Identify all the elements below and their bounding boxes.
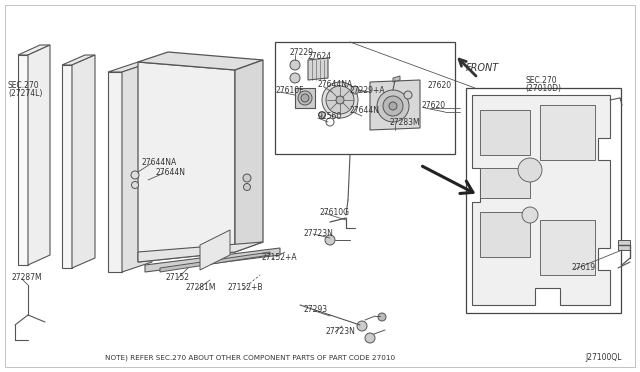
Text: 27620: 27620 [428,80,452,90]
Text: 27152+B: 27152+B [228,283,264,292]
Bar [480,110,530,155]
Text: 27287M: 27287M [12,273,43,282]
Circle shape [336,96,344,104]
Circle shape [383,96,403,116]
Text: 27644NA: 27644NA [318,80,353,89]
Circle shape [518,158,542,182]
Polygon shape [62,55,95,65]
Bar [540,220,595,275]
Circle shape [357,321,367,331]
Polygon shape [145,248,280,272]
Polygon shape [235,60,263,252]
Text: 27620: 27620 [422,100,446,109]
Text: 27152: 27152 [165,273,189,282]
Circle shape [290,60,300,70]
Bar [480,212,530,257]
Text: 27723N: 27723N [325,327,355,337]
Polygon shape [108,72,122,272]
Circle shape [326,118,334,126]
Polygon shape [308,58,328,80]
Polygon shape [28,45,50,265]
Text: J27100QL: J27100QL [585,353,621,362]
Circle shape [131,182,138,189]
Text: 27619: 27619 [572,263,596,273]
Circle shape [378,313,386,321]
Bar [275,42,455,154]
Circle shape [243,183,250,190]
Text: 27229+A: 27229+A [350,86,386,94]
Text: 27293: 27293 [304,305,328,314]
Polygon shape [18,45,50,55]
Text: 27644N: 27644N [155,167,185,176]
Text: 27610F: 27610F [275,86,303,94]
Text: 27281M: 27281M [185,283,216,292]
Text: SEC.270: SEC.270 [8,80,40,90]
Text: FRONT: FRONT [466,63,499,73]
Text: 27624: 27624 [308,51,332,61]
Text: NOTE) REFER SEC.270 ABOUT OTHER COMPONENT PARTS OF PART CODE 27010: NOTE) REFER SEC.270 ABOUT OTHER COMPONEN… [105,355,395,361]
Text: 27229: 27229 [290,48,314,57]
Polygon shape [122,62,152,272]
Circle shape [243,174,251,182]
Text: 27644NA: 27644NA [142,157,177,167]
Circle shape [404,91,412,99]
Bar [480,168,530,198]
Polygon shape [108,62,152,72]
Circle shape [365,333,375,343]
Circle shape [389,102,397,110]
Polygon shape [138,242,263,262]
Circle shape [131,171,139,179]
Polygon shape [18,55,28,265]
Bar [618,240,630,250]
Circle shape [325,235,335,245]
Text: (27010D): (27010D) [525,83,561,93]
Bar [540,105,595,160]
Polygon shape [138,52,263,70]
Text: 27644N: 27644N [350,106,380,115]
Text: 27283M: 27283M [390,118,420,126]
Circle shape [351,86,359,94]
Polygon shape [472,95,610,305]
Polygon shape [200,230,230,270]
Text: (27274L): (27274L) [8,89,42,97]
Circle shape [298,91,312,105]
Text: 92560: 92560 [318,112,342,121]
Polygon shape [160,252,270,272]
Polygon shape [370,80,420,130]
Text: 27723N: 27723N [303,228,333,237]
Circle shape [522,207,538,223]
Text: 27610G: 27610G [320,208,350,217]
Polygon shape [62,65,72,268]
Text: 27152+A: 27152+A [262,253,298,263]
Polygon shape [138,62,235,262]
Bar [466,88,621,313]
Circle shape [301,94,309,102]
Polygon shape [295,88,315,108]
Circle shape [322,82,358,118]
Text: SEC.270: SEC.270 [525,76,557,84]
Polygon shape [72,55,95,268]
Circle shape [377,90,409,122]
Circle shape [326,86,354,114]
Circle shape [319,112,326,119]
Polygon shape [393,76,400,82]
Circle shape [290,73,300,83]
